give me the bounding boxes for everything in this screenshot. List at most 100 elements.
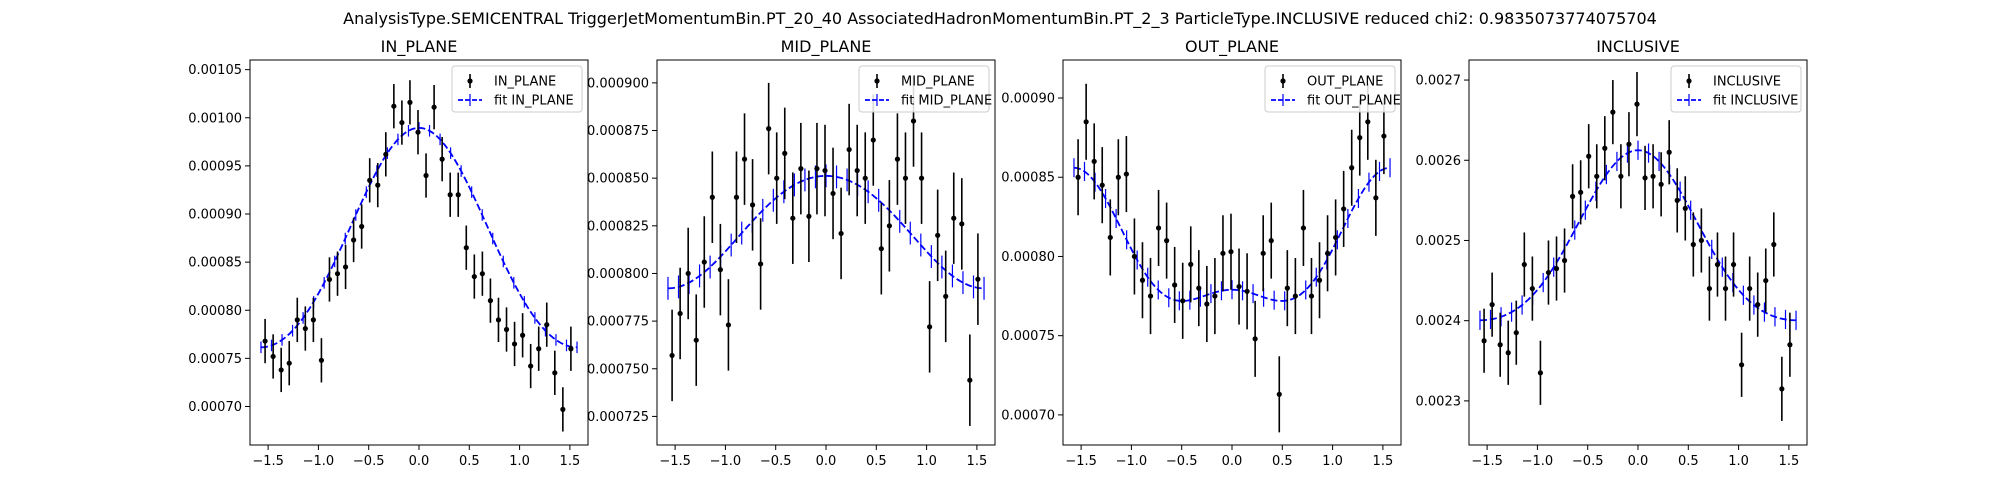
data-point xyxy=(822,167,828,174)
data-point xyxy=(959,221,965,227)
data-point xyxy=(935,232,941,238)
data-point xyxy=(1578,189,1584,195)
data-point xyxy=(447,192,453,198)
data-point xyxy=(1602,145,1608,151)
data-point xyxy=(383,151,389,157)
data-point xyxy=(918,175,925,181)
data-point xyxy=(814,166,820,172)
legend-label: fit INCLUSIVE xyxy=(1713,94,1798,109)
subplot-title: OUT_PLANE xyxy=(1185,37,1279,57)
data-point xyxy=(1586,153,1592,159)
data-point xyxy=(846,146,852,153)
data-point xyxy=(1284,285,1290,291)
x-tick-label: −0.5 xyxy=(1572,454,1604,469)
data-point xyxy=(294,317,300,323)
data-point xyxy=(798,166,804,172)
legend-marker-point xyxy=(467,78,473,84)
data-point xyxy=(536,346,542,352)
x-tick-label: 0.0 xyxy=(1628,454,1649,469)
y-tick-label: 0.000825 xyxy=(587,219,649,234)
data-point xyxy=(1529,285,1535,292)
fit-curve xyxy=(667,174,985,290)
data-point xyxy=(1642,175,1648,181)
y-tick-label: 0.000850 xyxy=(587,172,649,187)
legend-label: IN_PLANE xyxy=(494,75,556,90)
data-point xyxy=(1308,293,1315,299)
data-point xyxy=(1131,253,1138,260)
data-point xyxy=(278,367,284,373)
data-point xyxy=(375,182,381,188)
y-tick-label: 0.00090 xyxy=(1001,92,1055,107)
subplot-title: MID_PLANE xyxy=(781,37,872,57)
data-point xyxy=(391,103,397,109)
data-point xyxy=(479,271,485,277)
data-point xyxy=(1260,250,1266,256)
data-point xyxy=(1730,261,1737,268)
y-tick-label: 0.00080 xyxy=(1001,250,1055,265)
data-point xyxy=(342,264,349,270)
data-point xyxy=(407,99,413,105)
x-tick-label: −0.5 xyxy=(1166,454,1198,469)
data-point xyxy=(701,259,707,265)
x-tick-label: −1.0 xyxy=(1116,454,1148,469)
data-point xyxy=(1513,330,1519,336)
data-point xyxy=(1091,158,1097,164)
x-tick-label: 0.5 xyxy=(1678,454,1699,469)
legend-box xyxy=(858,65,990,113)
y-tick-label: 0.000775 xyxy=(587,315,649,330)
data-point xyxy=(1075,174,1081,180)
data-point xyxy=(1373,195,1379,201)
legend-label: INCLUSIVE xyxy=(1713,75,1781,90)
data-point xyxy=(854,167,860,174)
data-point xyxy=(351,237,357,243)
data-point xyxy=(1123,171,1129,177)
legend: INCLUSIVE fit INCLUSIVE xyxy=(1670,65,1802,113)
data-point xyxy=(927,324,933,330)
x-tick-label: 1.0 xyxy=(916,454,937,469)
data-point xyxy=(1268,238,1274,244)
data-point xyxy=(1537,370,1544,376)
y-tick-label: 0.00100 xyxy=(188,111,242,126)
data-point xyxy=(1698,237,1704,244)
y-tick-label: 0.00090 xyxy=(188,208,242,223)
y-tick-label: 0.00095 xyxy=(188,159,242,174)
y-tick-label: 0.000900 xyxy=(587,76,649,91)
data-point xyxy=(1674,197,1680,203)
data-point xyxy=(902,175,909,181)
data-point xyxy=(431,104,437,110)
data-point xyxy=(1505,350,1511,356)
data-point xyxy=(910,118,917,124)
y-tick-label: 0.00070 xyxy=(1001,408,1055,423)
data-point xyxy=(1747,285,1753,292)
data-point xyxy=(677,310,683,317)
data-point xyxy=(1365,119,1371,125)
data-point xyxy=(286,360,292,366)
legend-label: fit OUT_PLANE xyxy=(1307,94,1401,109)
data-point xyxy=(717,267,723,273)
data-point xyxy=(1252,336,1258,342)
legend-label: OUT_PLANE xyxy=(1307,75,1383,90)
data-point xyxy=(1610,109,1616,115)
data-point xyxy=(1763,277,1769,284)
data-point xyxy=(1521,261,1527,268)
data-point xyxy=(806,213,812,219)
figure-suptitle: AnalysisType.SEMICENTRAL TriggerJetMomen… xyxy=(343,9,1657,29)
data-point xyxy=(1561,257,1568,264)
data-point xyxy=(520,332,526,338)
data-point xyxy=(894,156,901,162)
data-point xyxy=(1497,342,1503,348)
data-point xyxy=(415,129,421,135)
data-point xyxy=(1381,133,1387,139)
data-point xyxy=(568,346,574,352)
data-point xyxy=(1300,225,1307,231)
data-point xyxy=(326,276,333,283)
y-tick-label: 0.00085 xyxy=(1001,171,1055,186)
data-point xyxy=(1594,173,1600,179)
fit-curve xyxy=(1479,149,1797,322)
x-tick-label: 0.5 xyxy=(866,454,887,469)
data-point xyxy=(1626,141,1632,147)
x-tick-label: −0.5 xyxy=(353,454,385,469)
data-point xyxy=(1739,362,1745,368)
